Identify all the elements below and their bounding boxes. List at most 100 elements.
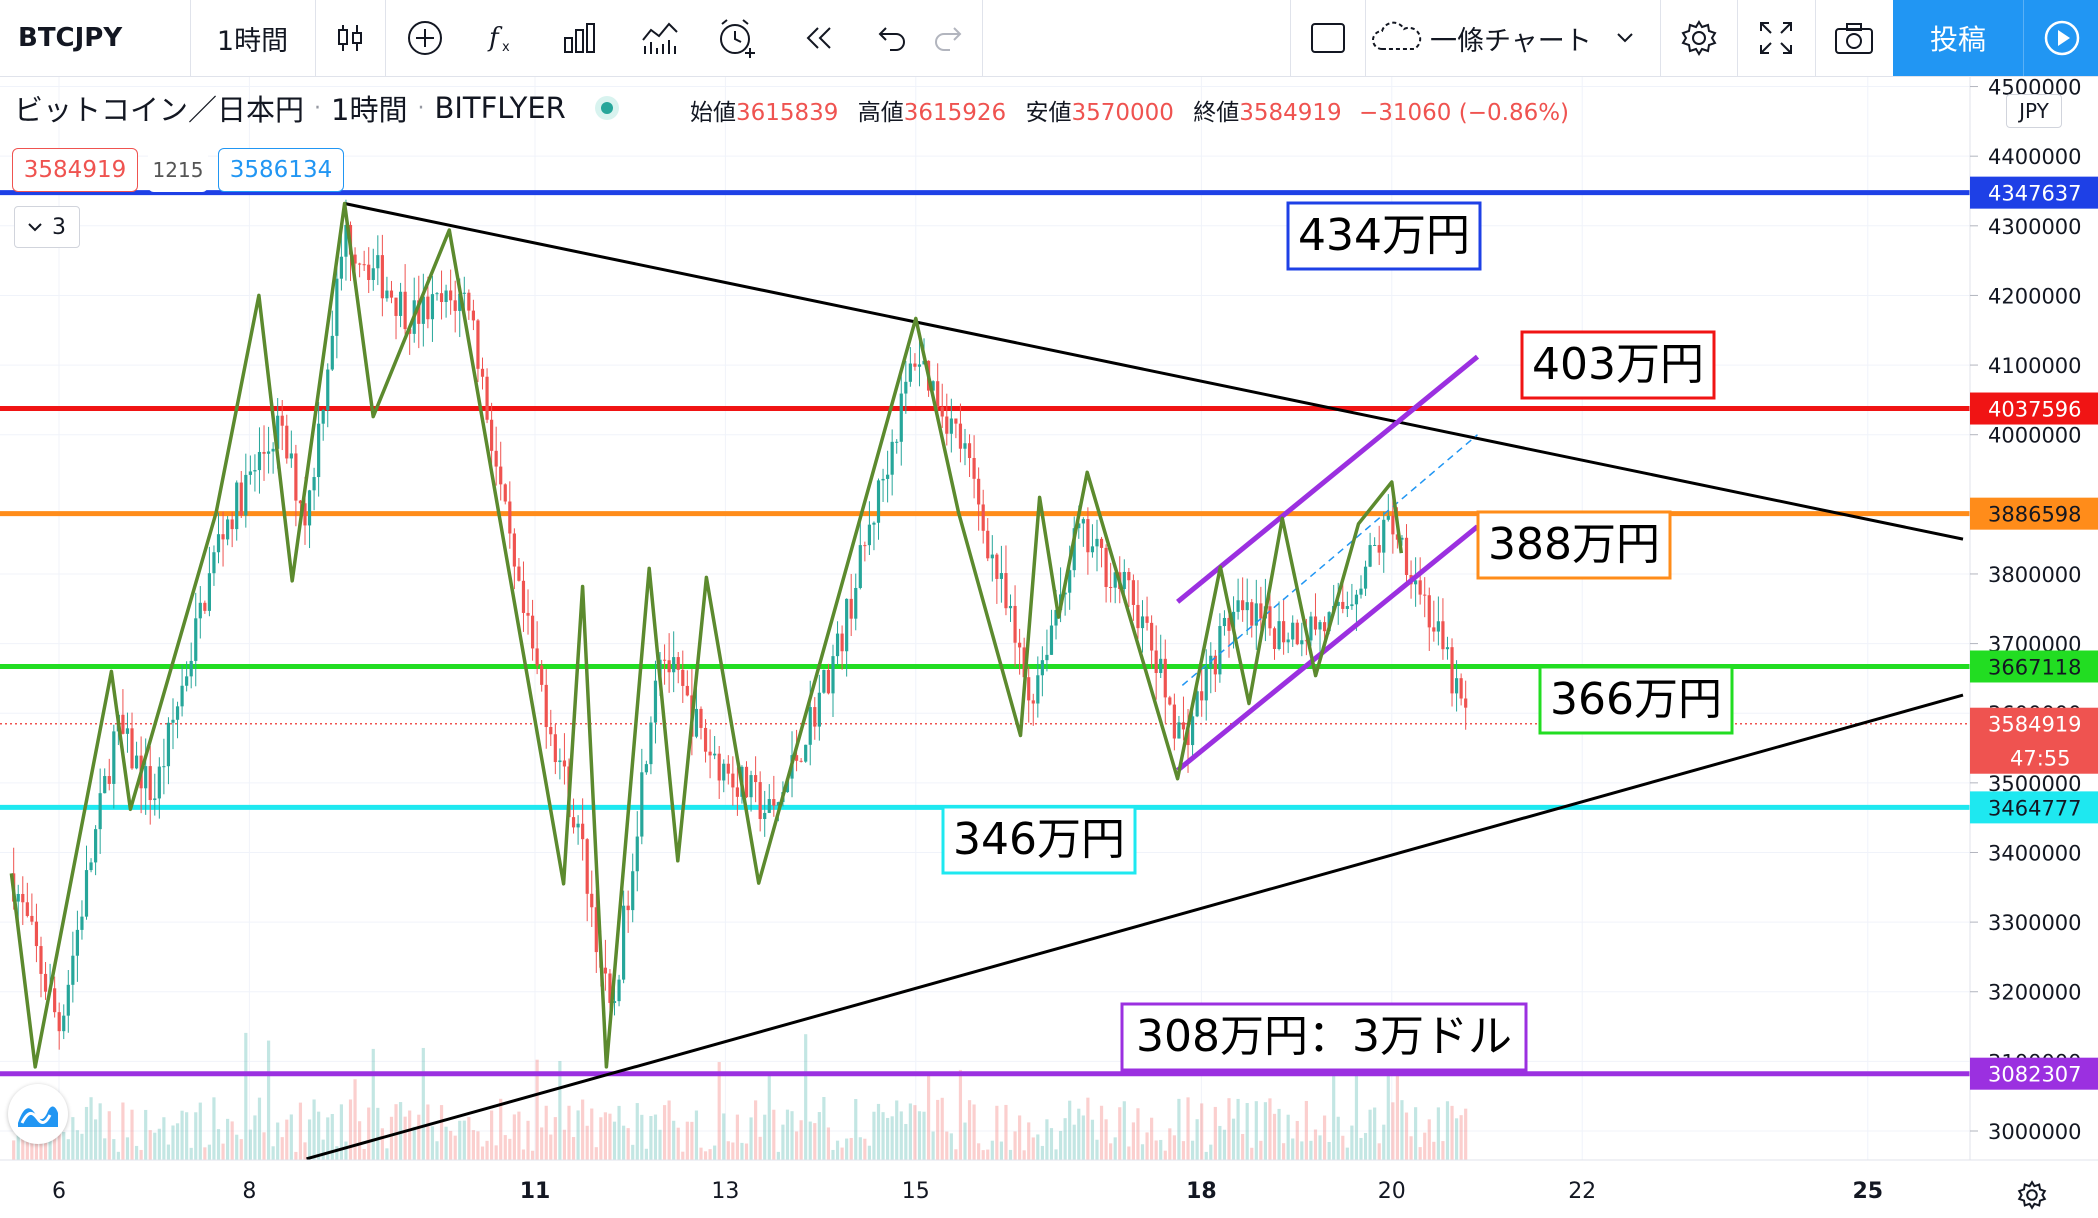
candle-body: [1282, 621, 1286, 643]
alert-icon[interactable]: [700, 0, 775, 76]
level-annotation-box: [1120, 1002, 1528, 1072]
level-annotation[interactable]: 388万円: [1476, 510, 1672, 580]
crosshair-price-pill: 3584919: [12, 148, 138, 192]
tradingview-logo-icon[interactable]: [8, 1084, 68, 1144]
volume-bar: [476, 1131, 480, 1160]
undo-icon[interactable]: [860, 0, 920, 76]
candle-body: [84, 870, 89, 917]
volume-bar: [1231, 1118, 1236, 1160]
candle-body: [53, 988, 57, 1013]
market-status-icon[interactable]: [594, 95, 620, 121]
symbol-search[interactable]: BTCJPY: [18, 23, 123, 53]
volume-bar: [303, 1142, 307, 1160]
level-price-tag: [1970, 1057, 2098, 1090]
candle-body: [758, 782, 762, 819]
redo-icon[interactable]: [920, 0, 980, 76]
play-icon[interactable]: [2023, 0, 2098, 76]
candle-body: [21, 893, 25, 903]
trendline-resistance[interactable]: [344, 202, 1964, 541]
post-button[interactable]: 投稿: [1893, 0, 2023, 76]
volume-bar: [94, 1119, 98, 1160]
candle-body: [1236, 600, 1240, 612]
volume-bar: [417, 1114, 421, 1160]
volume-bar: [144, 1109, 148, 1160]
volume-bar: [512, 1114, 516, 1160]
layout-icon[interactable]: [1290, 0, 1365, 76]
candle-body: [1127, 571, 1131, 581]
volume-bar: [863, 1138, 867, 1160]
candle-body: [66, 984, 70, 1016]
gear-icon[interactable]: [1660, 0, 1737, 76]
level-annotation[interactable]: 403万円: [1520, 330, 1716, 400]
volume-bar: [1168, 1128, 1172, 1160]
candle-body: [1250, 602, 1254, 626]
candle-body: [430, 294, 435, 320]
trendline-channel-mid[interactable]: [1181, 434, 1478, 686]
candle-body: [298, 500, 303, 504]
volume-bar: [494, 1145, 498, 1160]
price-chart[interactable]: 434万円 403万円 388万円 366万円 346万円 308万円：3万ドル 4500…: [0, 77, 2098, 1218]
level-annotation-box: [1286, 201, 1482, 271]
trendline-support[interactable]: [306, 693, 1964, 1161]
candle-body: [653, 680, 658, 723]
volume-bar: [1350, 1125, 1354, 1160]
candle-body: [34, 921, 39, 947]
volume-bar: [1049, 1128, 1054, 1160]
candle-body: [958, 423, 963, 449]
add-indicator-icon[interactable]: [385, 0, 465, 76]
volume-bar: [185, 1112, 189, 1160]
candle-body: [849, 598, 853, 619]
candle-body: [1063, 592, 1067, 595]
replay-icon[interactable]: [775, 0, 860, 76]
candle-body: [1313, 616, 1318, 630]
candle-body: [216, 534, 221, 553]
volume-bar: [62, 1131, 66, 1160]
price-tick-label: 4000000: [1988, 424, 2082, 448]
level-price-tag-label: 4347637: [1988, 182, 2082, 206]
candle-body: [503, 484, 507, 502]
volume-bar: [649, 1116, 653, 1160]
bar-countdown-label: 47:55: [2010, 747, 2071, 771]
candle-body: [662, 659, 667, 661]
volume-bar: [776, 1151, 780, 1160]
time-tick-label: 18: [1186, 1179, 1217, 1204]
price-tick-label: 4100000: [1988, 354, 2082, 378]
legend-title: ビットコイン／日本円: [14, 93, 305, 127]
volume-bar: [790, 1111, 794, 1160]
candle-body: [631, 871, 635, 911]
templates-icon[interactable]: [620, 0, 700, 76]
level-annotation[interactable]: 366万円: [1538, 665, 1734, 735]
currency-button[interactable]: JPY: [2006, 94, 2062, 128]
level-annotation[interactable]: 346万円: [941, 805, 1137, 875]
bars-compare-icon[interactable]: [540, 0, 620, 76]
candle-body: [808, 707, 812, 745]
volume-bar: [212, 1097, 216, 1160]
level-annotation-text: 346万円: [953, 814, 1125, 865]
candle-body: [194, 618, 198, 661]
interval-button[interactable]: 1時間: [216, 25, 289, 57]
time-axis-settings-icon[interactable]: [2012, 1175, 2052, 1215]
fullscreen-icon[interactable]: [1737, 0, 1815, 76]
candle-body: [558, 760, 562, 763]
candle-body: [571, 817, 576, 828]
volume-bar: [899, 1111, 903, 1160]
candle-body: [1004, 573, 1008, 609]
camera-icon[interactable]: [1815, 0, 1893, 76]
volume-bar: [1386, 1037, 1390, 1160]
level-annotation[interactable]: 308万円：3万ドル: [1120, 1002, 1528, 1072]
volume-bar: [1099, 1105, 1104, 1160]
level-annotation[interactable]: 434万円: [1286, 201, 1482, 271]
layout-name-button[interactable]: 一條チャート: [1370, 0, 1660, 76]
level-price-tag-label: 3667118: [1988, 655, 2082, 679]
volume-bar: [876, 1103, 881, 1160]
trendline-channel-upper[interactable]: [1176, 354, 1480, 604]
volume-bar: [685, 1121, 689, 1160]
volume-bar: [1368, 1109, 1372, 1160]
collapse-indicators-button[interactable]: 3: [14, 206, 80, 248]
trendline-channel-lower[interactable]: [1176, 524, 1480, 773]
volume-bar: [385, 1148, 389, 1160]
candles-icon[interactable]: [315, 0, 385, 76]
chevron-down-icon[interactable]: [1616, 32, 1634, 44]
